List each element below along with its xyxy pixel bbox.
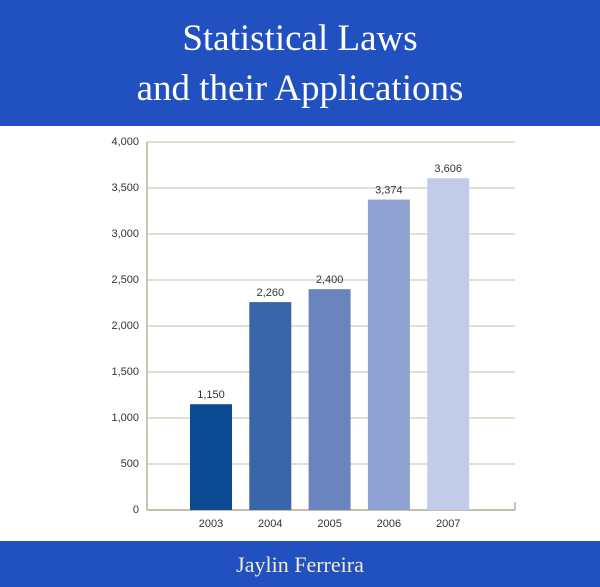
x-tick-label: 2007 <box>436 518 460 530</box>
bar <box>427 178 470 511</box>
y-tick-label: 0 <box>133 504 139 516</box>
x-tick-label: 2003 <box>199 518 223 530</box>
y-tick-label: 500 <box>121 458 139 470</box>
y-tick-label: 3,500 <box>111 182 139 194</box>
title-band <box>0 0 600 126</box>
x-tick-label: 2005 <box>317 518 341 530</box>
value-label: 1,150 <box>197 389 225 401</box>
y-tick-label: 4,000 <box>111 136 139 148</box>
value-label: 3,374 <box>375 184 403 196</box>
y-tick-label: 2,000 <box>111 320 139 332</box>
author: Jaylin Ferreira <box>236 552 364 577</box>
value-label: 2,400 <box>316 274 344 286</box>
bar <box>308 289 351 510</box>
title-line: Statistical Laws <box>182 18 417 59</box>
bar <box>249 302 292 510</box>
bar <box>190 404 232 510</box>
x-tick-label: 2006 <box>377 518 401 530</box>
y-tick-label: 2,500 <box>111 274 139 286</box>
y-tick-label: 1,000 <box>111 412 139 424</box>
value-label: 2,260 <box>257 287 285 299</box>
bar <box>367 199 410 511</box>
value-label: 3,606 <box>434 163 462 175</box>
author-band <box>0 541 600 587</box>
y-tick-label: 3,000 <box>111 228 139 240</box>
y-tick-label: 1,500 <box>111 366 139 378</box>
title-line: and their Applications <box>137 68 464 109</box>
x-tick-label: 2004 <box>258 518 282 530</box>
